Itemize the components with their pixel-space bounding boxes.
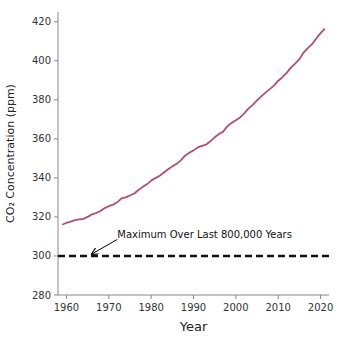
- y-tick: [54, 295, 58, 296]
- x-tick: [235, 295, 236, 299]
- y-axis-label: CO₂ Concentration (ppm): [4, 84, 17, 223]
- annotation-arrow: [92, 239, 117, 254]
- annotation-text: Maximum Over Last 800,000 Years: [117, 229, 292, 240]
- x-tick-label: 2010: [265, 302, 290, 313]
- y-tick-label: 320: [32, 211, 51, 222]
- y-axis-line: [58, 12, 59, 295]
- y-tick-label: 380: [32, 94, 51, 105]
- x-tick: [278, 295, 279, 299]
- y-tick-label: 340: [32, 172, 51, 183]
- x-tick: [66, 295, 67, 299]
- x-tick-label: 1990: [181, 302, 206, 313]
- y-tick: [54, 60, 58, 61]
- y-tick: [54, 177, 58, 178]
- y-tick: [54, 99, 58, 100]
- x-tick: [193, 295, 194, 299]
- x-tick-label: 1970: [96, 302, 121, 313]
- plot-area: [58, 29, 329, 256]
- y-tick: [54, 216, 58, 217]
- x-tick-label: 2000: [223, 302, 248, 313]
- x-tick-label: 1960: [54, 302, 79, 313]
- y-tick: [54, 255, 58, 256]
- y-tick: [54, 21, 58, 22]
- y-tick-label: 420: [32, 16, 51, 27]
- x-tick: [108, 295, 109, 299]
- y-tick: [54, 138, 58, 139]
- x-tick: [151, 295, 152, 299]
- y-tick-label: 400: [32, 55, 51, 66]
- chart: 280 300 320 340 360 380 400 420 1960 1970 1980 1990…: [0, 0, 341, 339]
- y-tick-label: 280: [32, 290, 51, 301]
- reference-line: [58, 255, 329, 258]
- x-tick: [320, 295, 321, 299]
- co2-line: [62, 29, 325, 225]
- y-tick-label: 360: [32, 133, 51, 144]
- x-tick-label: 1980: [138, 302, 163, 313]
- x-axis-label: Year: [179, 319, 208, 334]
- y-tick-label: 300: [32, 250, 51, 261]
- x-tick-label: 2020: [308, 302, 333, 313]
